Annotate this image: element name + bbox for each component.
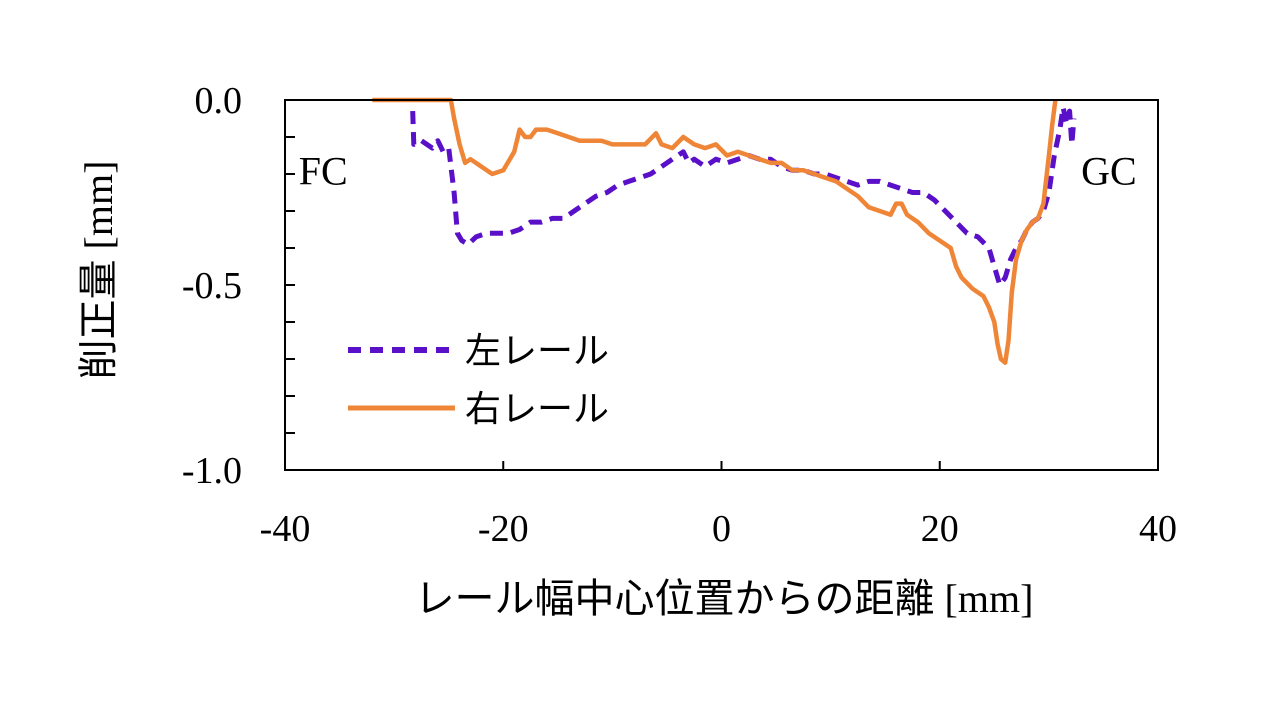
legend-label-left-rail: 左レール — [465, 331, 609, 372]
x-tick-label: 20 — [921, 508, 959, 550]
legend-label-right-rail: 右レール — [465, 389, 609, 430]
series-line-0 — [410, 104, 1077, 288]
label-layer: FC GC — [299, 148, 1137, 193]
y-axis-label: 削正量 [mm] — [76, 161, 121, 380]
y-tick-label: 0.0 — [195, 80, 243, 122]
y-tick-label: -1.0 — [182, 450, 242, 492]
series-layer — [372, 97, 1077, 365]
x-tick-label: 40 — [1139, 508, 1177, 550]
x-tick-label: 0 — [712, 508, 731, 550]
legend: 左レール 右レール — [348, 331, 609, 430]
x-axis-label: レール幅中心位置からの距離 [mm] — [415, 576, 1034, 621]
annotation-gc: GC — [1081, 148, 1137, 193]
y-tick-label: -0.5 — [182, 265, 242, 307]
x-tick-label: -20 — [478, 508, 529, 550]
annotation-fc: FC — [299, 148, 348, 193]
x-tick-label: -40 — [260, 508, 311, 550]
tick-layer: -40 -20 0 20 40 0.0 -0.5 -1.0 — [182, 80, 1177, 550]
series-line-1 — [372, 97, 1058, 365]
plot-frame — [284, 99, 1159, 471]
